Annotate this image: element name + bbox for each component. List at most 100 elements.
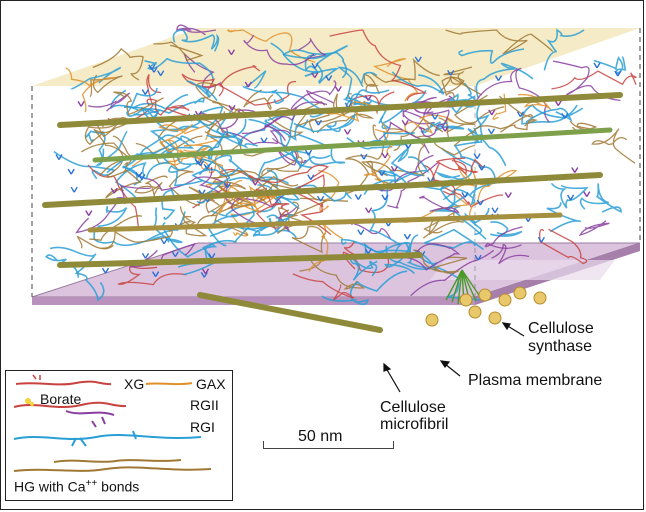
- branch-marker: [390, 165, 399, 172]
- legend: XG GAX Borate RGII RGI HG with Ca++ bond…: [5, 370, 233, 501]
- branch-marker: [160, 238, 168, 245]
- polymer-strand: [413, 249, 468, 274]
- branch-marker: [431, 113, 439, 120]
- branch-marker: [141, 89, 149, 95]
- polymer-strand: [346, 136, 393, 150]
- branch-marker: [314, 119, 323, 126]
- polymer-strand: [492, 93, 507, 120]
- branch-marker: [343, 128, 352, 135]
- arrow-membrane: [444, 363, 461, 377]
- branch-marker: [516, 111, 525, 118]
- polymer-strand: [231, 186, 301, 227]
- polymer-strand: [579, 183, 622, 213]
- branch-marker: [67, 168, 75, 175]
- synthase-particle: [513, 286, 527, 300]
- polymer-strand: [114, 162, 147, 200]
- plasma-membrane-front-edge: [32, 297, 475, 305]
- xg-swatch: [15, 380, 112, 386]
- polymer-strand: [543, 28, 585, 71]
- polymer-strand: [65, 67, 116, 113]
- polymer-strand: [383, 132, 424, 177]
- polymer-mesh: [45, 24, 638, 306]
- borate-dot: [25, 398, 31, 404]
- polymer-strand: [84, 119, 121, 146]
- branch-marker: [307, 174, 315, 181]
- polymer-strand: [241, 80, 337, 135]
- legend-hg: HG with Ca++ bonds: [14, 478, 139, 495]
- polymer-strand: [255, 188, 290, 229]
- polymer-strand: [468, 181, 500, 206]
- microfibril-1: [57, 92, 623, 128]
- branch-marker: [571, 167, 579, 173]
- branch-marker: [77, 101, 85, 107]
- branch-marker: [70, 186, 78, 193]
- branch-marker: [487, 128, 496, 135]
- branch-marker: [360, 153, 368, 160]
- polymer-strand: [402, 96, 452, 125]
- branch-marker: [478, 164, 486, 171]
- synthase-fan: [445, 269, 482, 305]
- polymer-strand: [458, 48, 525, 64]
- polymer-strand: [291, 225, 327, 254]
- branch-marker: [311, 72, 319, 79]
- polymer-strand: [235, 217, 297, 238]
- branch-marker: [325, 75, 333, 81]
- branch-marker: [316, 195, 325, 202]
- polymer-strand: [593, 56, 627, 75]
- polymer-strand: [208, 210, 240, 247]
- top-plane: [32, 28, 640, 86]
- polymer-strand: [252, 214, 294, 236]
- hg-swatch-b: [13, 466, 212, 472]
- branch-marker: [441, 125, 449, 132]
- polymer-strand: [167, 139, 221, 171]
- legend-gax: GAX: [196, 376, 226, 392]
- branch-marker: [203, 163, 211, 170]
- legend-hg-suffix: bonds: [97, 478, 140, 495]
- branch-marker: [157, 70, 165, 77]
- polymer-strand: [430, 162, 456, 196]
- polymer-strand: [443, 66, 483, 96]
- branch-marker: [334, 86, 342, 92]
- polymer-strand: [418, 195, 460, 214]
- polymer-strand: [317, 169, 340, 213]
- polymer-strand: [97, 206, 128, 228]
- polymer-strand: [70, 66, 122, 90]
- branch-marker: [311, 62, 319, 69]
- polymer-strand: [546, 202, 582, 233]
- polymer-strand: [435, 147, 473, 181]
- polymer-strand: [179, 206, 208, 237]
- polymer-strand: [463, 82, 483, 138]
- rgi-swatch: [13, 434, 202, 440]
- polymer-strand: [329, 29, 428, 101]
- legend-rgi: RGI: [190, 419, 215, 435]
- polymer-strand: [297, 37, 327, 60]
- branch-marker: [194, 159, 203, 165]
- microfibril-2: [42, 172, 603, 208]
- branch-marker: [110, 187, 118, 194]
- polymer-strand: [374, 114, 455, 134]
- branch-marker: [223, 182, 231, 189]
- rgi-branch: [71, 430, 137, 447]
- polymer-strand: [243, 89, 274, 111]
- branch-marker: [537, 236, 546, 243]
- polymer-strand: [345, 124, 385, 194]
- polymer-strand: [453, 119, 539, 147]
- branch-marker: [494, 75, 503, 81]
- cellulose-synthase-group: [425, 269, 547, 327]
- branch-marker: [260, 137, 268, 144]
- branch-marker: [251, 179, 259, 186]
- scale-bar: [263, 441, 394, 449]
- branch-marker: [208, 253, 216, 259]
- polymer-strand: [126, 87, 205, 117]
- xg-branch: [32, 374, 41, 380]
- legend-rgii: RGII: [190, 397, 219, 413]
- polymer-strand: [385, 245, 481, 301]
- branch-marker: [244, 81, 252, 88]
- cellulose-microfibril-label-2: microfibril: [380, 416, 449, 433]
- polymer-strand: [292, 197, 328, 217]
- polymer-strand: [391, 71, 445, 95]
- polymer-strand: [113, 91, 164, 116]
- polymer-strand: [89, 215, 143, 241]
